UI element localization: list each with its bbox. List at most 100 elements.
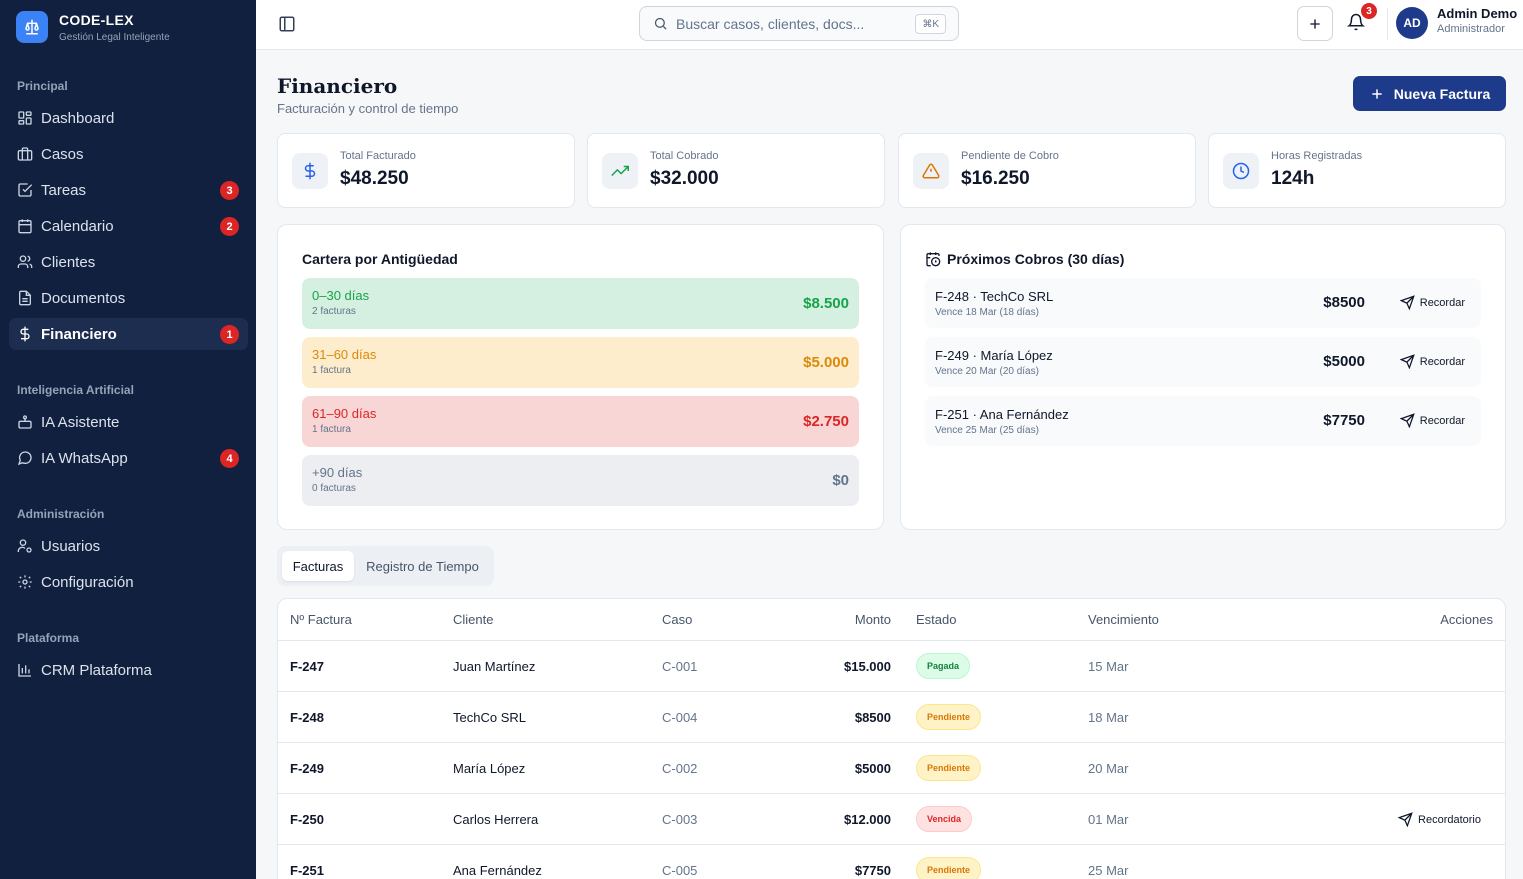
sidebar-item-casos[interactable]: Casos	[9, 138, 248, 170]
brand-name: CODE-LEX	[59, 11, 134, 28]
status-badge: Pendiente	[916, 857, 982, 879]
table-row[interactable]: F-247 Juan Martínez C-001 $15.000 15 Mar Paga…	[278, 641, 1505, 692]
stat-value: $48.250	[340, 168, 409, 189]
sidebar-item-documentos[interactable]: Documentos	[9, 282, 248, 314]
reminder-button[interactable]: Recordatorio	[1398, 812, 1481, 827]
aging-bucket[interactable]: 61–90 días 1 factura $2.750	[302, 396, 859, 447]
invoice-amount: $12.000	[844, 812, 891, 827]
upcoming-item: F-249 · María López Vence 20 Mar (20 día…	[925, 337, 1481, 387]
upcoming-item: F-251 · Ana Fernández Vence 25 Mar (25 d…	[925, 396, 1481, 446]
aging-amount: $5.000	[803, 354, 849, 371]
upcoming-due: Vence 18 Mar (18 días)	[935, 307, 1039, 318]
calendar-clock-icon	[926, 252, 941, 267]
aging-panel: Cartera por Antigüedad 0–30 días 2 factu…	[277, 224, 884, 530]
sidebar-item-usuarios[interactable]: Usuarios	[9, 530, 248, 562]
col-header[interactable]: Vencimiento	[1088, 612, 1159, 627]
upcoming-panel: Próximos Cobros (30 días) F-248 · TechCo…	[900, 224, 1506, 530]
upcoming-amount: $7750	[1323, 412, 1365, 429]
page-title: Financiero	[277, 74, 398, 98]
tab-registro-tiempo[interactable]: Registro de Tiempo	[366, 558, 479, 574]
stat-card-pendiente: Pendiente de Cobro $16.250	[898, 133, 1196, 208]
sidebar: CODE-LEX Gestión Legal Inteligente Princ…	[0, 0, 256, 879]
sidebar-item-crm-plataforma[interactable]: CRM Plataforma	[9, 654, 248, 686]
remind-button[interactable]: Recordar	[1399, 295, 1465, 310]
remind-button[interactable]: Recordar	[1399, 354, 1465, 369]
table-row[interactable]: F-250 Carlos Herrera C-003 $12.000 01 Mar Ven…	[278, 794, 1505, 845]
col-header[interactable]: Estado	[916, 612, 957, 627]
tab-bar: Facturas Registro de Tiempo	[277, 546, 494, 586]
aging-range: 31–60 días	[312, 347, 377, 362]
shortcut-hint: ⌘K	[915, 14, 946, 34]
search-input[interactable]	[676, 15, 906, 32]
aging-amount: $8.500	[803, 295, 849, 312]
table-row[interactable]: F-249 María López C-002 $5000 20 Mar Pendient…	[278, 743, 1505, 794]
brand[interactable]: CODE-LEX Gestión Legal Inteligente	[16, 11, 170, 43]
aging-range: +90 días	[312, 465, 363, 480]
sidebar-item-calendario[interactable]: Calendario 2	[9, 210, 248, 242]
sidebar-toggle-icon[interactable]	[278, 15, 296, 33]
notification-badge: 3	[1361, 3, 1377, 19]
col-header[interactable]: Cliente	[453, 612, 494, 627]
search-box[interactable]: ⌘K	[639, 6, 959, 41]
col-header[interactable]: Monto	[854, 612, 891, 627]
scales-icon	[16, 11, 48, 43]
count-badge: 4	[220, 449, 239, 468]
stat-card-total-facturado: Total Facturado $48.250	[277, 133, 575, 208]
due-date: 20 Mar	[1088, 761, 1129, 776]
upcoming-title-wrap: Próximos Cobros (30 días)	[925, 251, 1124, 267]
bell-icon[interactable]	[1347, 13, 1365, 31]
aging-count: 1 factura	[312, 424, 351, 435]
client-name: María López	[453, 761, 526, 776]
sidebar-item-configuracion[interactable]: Configuración	[9, 566, 248, 598]
section-label-plataforma: Plataforma	[17, 631, 80, 645]
avatar[interactable]: AD	[1396, 7, 1428, 39]
client-name: Juan Martínez	[453, 659, 536, 674]
user-cog-icon	[17, 539, 32, 553]
dashboard-icon	[18, 111, 32, 125]
new-invoice-button[interactable]: Nueva Factura	[1353, 76, 1506, 111]
upcoming-item: F-248 · TechCo SRL Vence 18 Mar (18 días…	[925, 278, 1481, 328]
trending-up-icon	[602, 153, 638, 189]
tab-facturas[interactable]: Facturas	[282, 551, 354, 581]
remind-label: Recordar	[1419, 355, 1465, 368]
sidebar-item-ia-asistente[interactable]: IA Asistente	[9, 406, 248, 438]
invoice-id: F-248	[290, 710, 324, 725]
sidebar-item-clientes[interactable]: Clientes	[9, 246, 248, 278]
calendar-icon	[18, 219, 32, 234]
client-name: Carlos Herrera	[453, 812, 539, 827]
upcoming-invoice: F-248 · TechCo SRL	[935, 289, 1054, 304]
section-label-ia: Inteligencia Artificial	[17, 383, 134, 397]
col-header[interactable]: Caso	[662, 612, 693, 627]
sidebar-item-ia-whatsapp[interactable]: IA WhatsApp 4	[9, 442, 248, 474]
aging-bucket[interactable]: 31–60 días 1 factura $5.000	[302, 337, 859, 388]
aging-bucket[interactable]: +90 días 0 facturas $0	[302, 455, 859, 506]
sidebar-item-dashboard[interactable]: Dashboard	[9, 102, 248, 134]
case-id: C-005	[662, 863, 698, 878]
sidebar-item-financiero[interactable]: Financiero 1	[9, 318, 248, 350]
sidebar-item-label: Dashboard	[41, 109, 115, 127]
table-row[interactable]: F-248 TechCo SRL C-004 $8500 18 Mar Pendiente	[278, 692, 1505, 743]
status-badge: Vencida	[916, 806, 973, 832]
status-badge: Pendiente	[916, 755, 982, 781]
sidebar-item-label: IA Asistente	[41, 413, 120, 431]
sidebar-item-label: Clientes	[41, 253, 96, 271]
invoice-id: F-251	[290, 863, 324, 878]
sidebar-item-label: IA WhatsApp	[41, 449, 128, 467]
bot-icon	[18, 415, 32, 429]
quick-add-button[interactable]	[1297, 6, 1333, 41]
dollar-icon	[20, 326, 30, 342]
stat-value: 124h	[1271, 168, 1315, 189]
remind-button[interactable]: Recordar	[1399, 413, 1465, 428]
stat-label: Total Facturado	[340, 150, 416, 162]
users-icon	[17, 255, 33, 268]
divider	[1387, 8, 1388, 40]
sidebar-item-tareas[interactable]: Tareas 3	[9, 174, 248, 206]
upcoming-due: Vence 25 Mar (25 días)	[935, 425, 1039, 436]
table-row[interactable]: F-251 Ana Fernández C-005 $7750 25 Mar Pendie…	[278, 845, 1505, 879]
col-header[interactable]: Nº Factura	[290, 612, 352, 627]
sidebar-item-label: Tareas	[41, 181, 87, 199]
aging-bucket[interactable]: 0–30 días 2 facturas $8.500	[302, 278, 859, 329]
remind-label: Recordar	[1419, 414, 1465, 427]
count-badge: 1	[220, 325, 239, 344]
gear-icon	[18, 575, 32, 589]
